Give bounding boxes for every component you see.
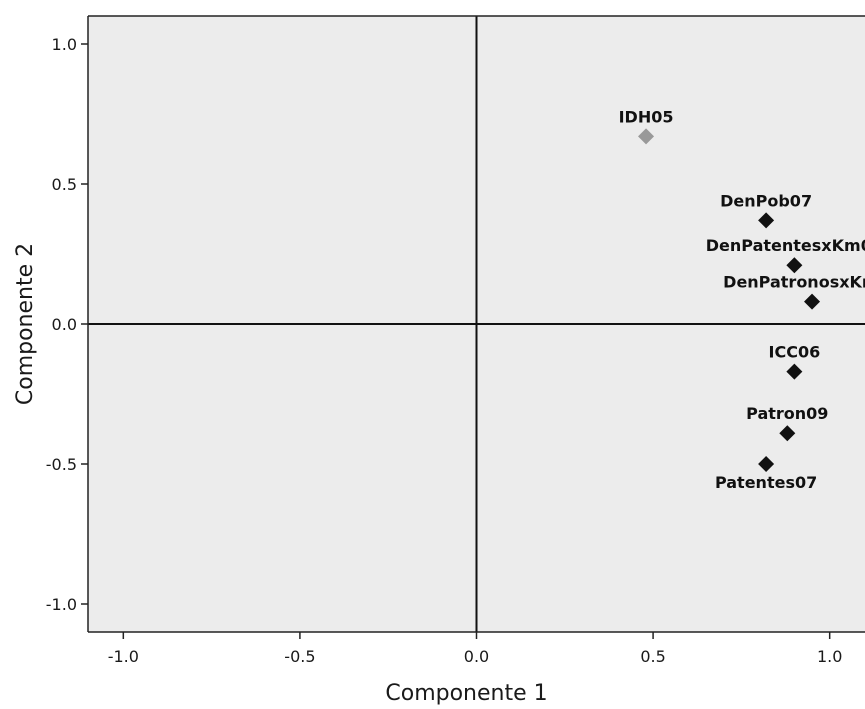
- y-tick-label: -1.0: [46, 595, 77, 614]
- data-point-marker: [758, 212, 775, 229]
- y-tick-label: 0.0: [52, 315, 77, 334]
- x-axis-title: Componente 1: [385, 681, 547, 706]
- data-point-marker: [804, 293, 821, 310]
- x-tick-label: 1.0: [817, 647, 842, 666]
- y-tick-label: -0.5: [46, 455, 77, 474]
- data-point-label: Patentes07: [715, 473, 817, 492]
- data-point-label: DenPatronosxKm07: [723, 273, 865, 292]
- data-point-marker: [638, 128, 655, 145]
- data-point-label: DenPob07: [720, 191, 812, 210]
- data-point-label: ICC06: [769, 343, 821, 362]
- y-tick-label: 1.0: [52, 35, 77, 54]
- y-axis-title: Componente 2: [13, 243, 38, 405]
- x-tick-label: -1.0: [108, 647, 139, 666]
- data-point-marker: [758, 456, 775, 472]
- data-point-label: Patron09: [746, 404, 828, 423]
- x-tick-label: 0.5: [640, 647, 665, 666]
- data-point-marker: [786, 257, 803, 274]
- x-tick-label: 0.0: [464, 647, 489, 666]
- y-tick-label: 0.5: [52, 175, 77, 194]
- data-point-label: IDH05: [619, 107, 674, 126]
- x-tick-label: -0.5: [284, 647, 315, 666]
- data-point-label: DenPatentesxKm07: [706, 236, 865, 255]
- data-point-marker: [786, 363, 803, 380]
- data-point-marker: [779, 425, 796, 442]
